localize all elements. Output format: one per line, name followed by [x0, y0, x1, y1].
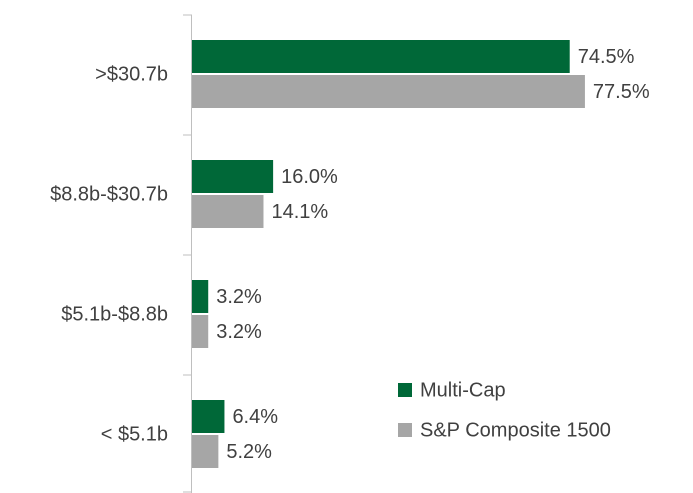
legend-label: Multi-Cap — [420, 379, 506, 401]
category-label: $5.1b-$8.8b — [61, 303, 168, 325]
bar — [192, 40, 570, 73]
value-label: 5.2% — [226, 441, 272, 463]
category-label: $8.8b-$30.7b — [50, 183, 168, 205]
bar — [192, 315, 209, 348]
legend-swatch — [398, 423, 412, 437]
value-label: 3.2% — [216, 321, 262, 343]
category-label: < $5.1b — [101, 423, 168, 445]
value-label: 74.5% — [578, 46, 635, 68]
value-label: 14.1% — [271, 201, 328, 223]
bar — [192, 435, 219, 468]
bar — [192, 195, 264, 228]
value-label: 16.0% — [281, 166, 338, 188]
bar — [192, 280, 209, 313]
value-label: 77.5% — [593, 81, 650, 103]
legend-label: S&P Composite 1500 — [420, 419, 611, 441]
value-label: 3.2% — [216, 286, 262, 308]
bar — [192, 160, 274, 193]
value-label: 6.4% — [232, 406, 278, 428]
legend-swatch — [398, 383, 412, 397]
category-label: >$30.7b — [95, 63, 168, 85]
bar — [192, 75, 585, 108]
bar — [192, 400, 225, 433]
